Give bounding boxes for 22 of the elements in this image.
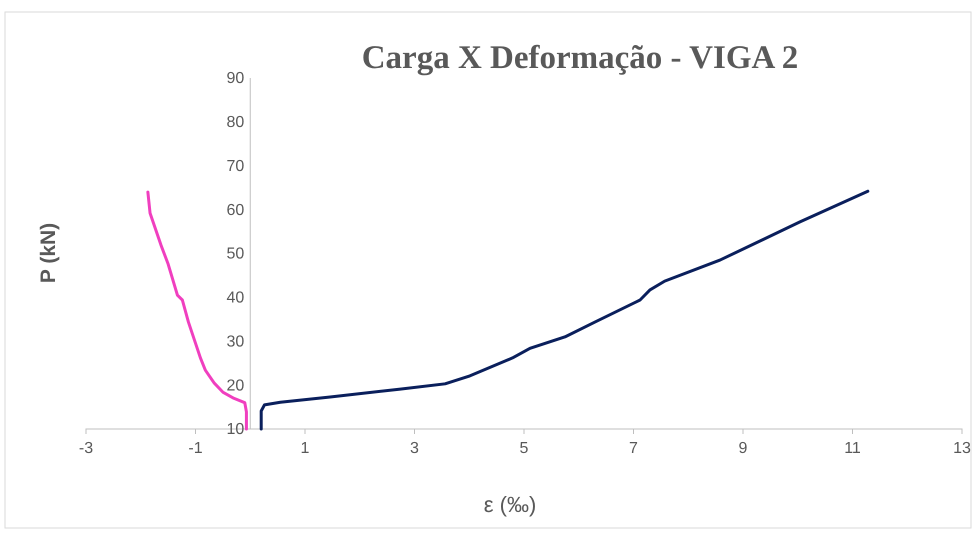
x-tick-label: -1 bbox=[188, 440, 203, 457]
y-tick-label: 70 bbox=[226, 158, 244, 175]
y-tick-label: 50 bbox=[226, 246, 244, 263]
x-tick-label: -3 bbox=[78, 440, 94, 457]
line-series bbox=[260, 190, 870, 430]
y-tick-label: 20 bbox=[226, 377, 244, 394]
y-tick-label: 60 bbox=[226, 202, 244, 219]
y-tick-label: 10 bbox=[226, 421, 244, 438]
x-tick-label: 3 bbox=[410, 440, 420, 457]
x-tick-label: 1 bbox=[300, 440, 310, 457]
x-tick-label: 11 bbox=[844, 440, 861, 457]
y-tick-label: 80 bbox=[226, 114, 244, 131]
y-tick-label: 40 bbox=[226, 289, 244, 306]
y-axis-title: P (kN) bbox=[37, 222, 60, 284]
chart-title: Carga X Deformação - VIGA 2 bbox=[362, 40, 798, 76]
x-tick-label: 13 bbox=[953, 440, 971, 457]
x-axis-title: ε (‰) bbox=[484, 492, 536, 517]
x-tick-label: 9 bbox=[738, 440, 748, 457]
y-tick-label: 30 bbox=[226, 333, 244, 350]
y-tick-label: 90 bbox=[226, 70, 244, 88]
x-tick-label: 7 bbox=[629, 440, 638, 457]
x-tick-label: 5 bbox=[520, 440, 529, 457]
